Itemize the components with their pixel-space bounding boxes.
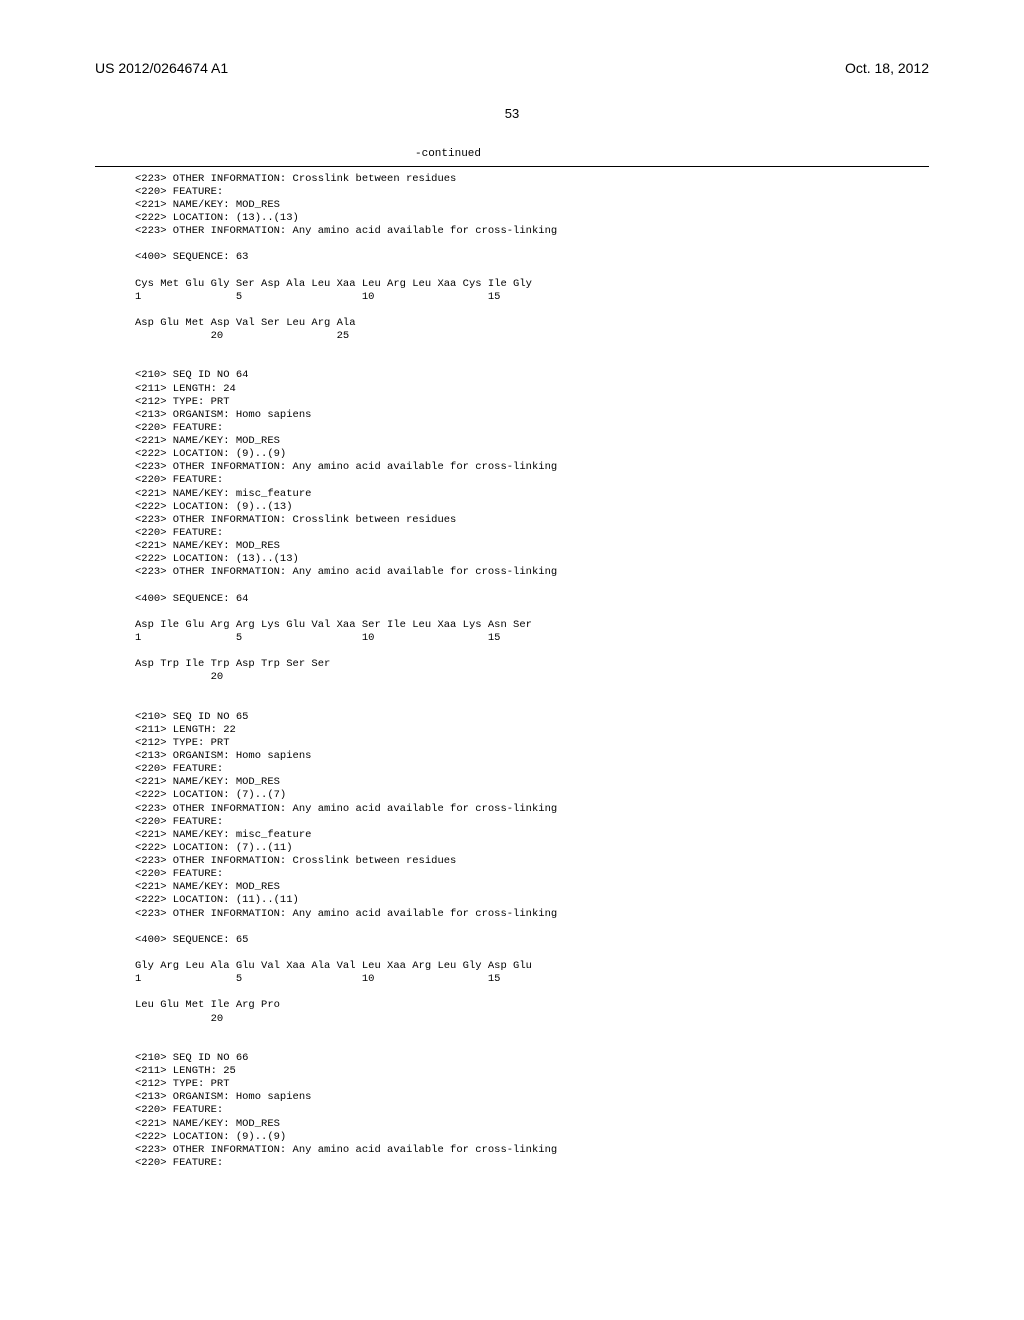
seq-65-block: <210> SEQ ID NO 65 <211> LENGTH: 22 <212… bbox=[135, 711, 557, 1025]
seq-63-continuation: <223> OTHER INFORMATION: Crosslink betwe… bbox=[135, 173, 557, 343]
patent-page: US 2012/0264674 A1 Oct. 18, 2012 53 -con… bbox=[0, 0, 1024, 1210]
page-header: US 2012/0264674 A1 Oct. 18, 2012 bbox=[95, 60, 929, 78]
publication-date: Oct. 18, 2012 bbox=[845, 60, 929, 78]
top-rule bbox=[95, 166, 929, 167]
sequence-listing: <223> OTHER INFORMATION: Crosslink betwe… bbox=[135, 173, 929, 1171]
seq-64-block: <210> SEQ ID NO 64 <211> LENGTH: 24 <212… bbox=[135, 369, 557, 683]
seq-66-block: <210> SEQ ID NO 66 <211> LENGTH: 25 <212… bbox=[135, 1052, 557, 1169]
publication-number: US 2012/0264674 A1 bbox=[95, 60, 228, 78]
page-number: 53 bbox=[95, 106, 929, 122]
continued-label: -continued bbox=[95, 148, 929, 162]
